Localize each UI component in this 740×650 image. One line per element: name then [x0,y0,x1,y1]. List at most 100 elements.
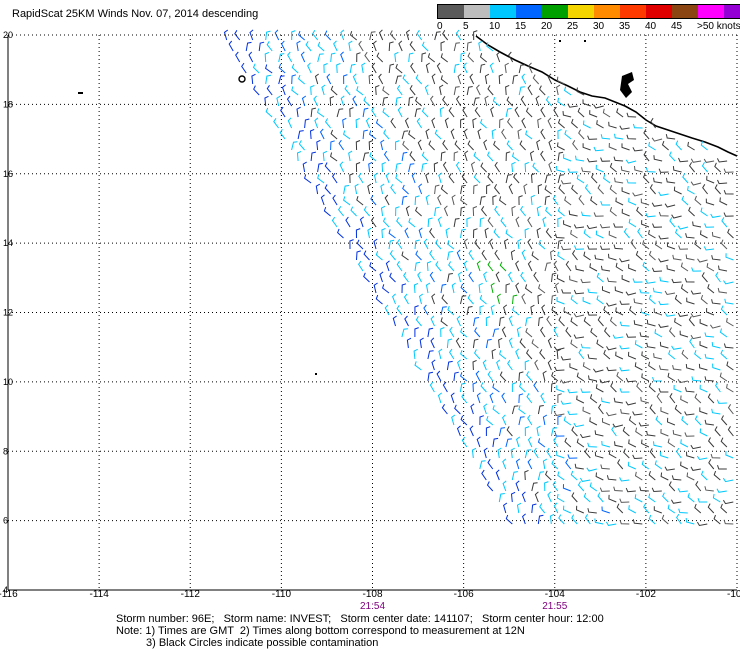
wind-barb [314,117,319,129]
wind-barb [552,480,559,492]
wind-barb [646,319,656,327]
wind-barb [689,337,695,349]
wind-barb [608,121,617,129]
wind-barb [640,308,650,316]
wind-barb [265,74,271,85]
wind-barb [527,84,533,96]
wind-barb [667,504,676,514]
wind-barb [496,51,501,63]
wind-barb [679,330,689,338]
wind-barb [594,451,604,459]
wind-barb [414,327,419,337]
wind-barb [454,140,461,151]
wind-barb [614,133,624,140]
time-labels: 21:54 21:55 [360,601,568,612]
wind-barb [524,426,530,437]
wind-barb [553,436,559,448]
wind-barb [563,307,572,316]
lat-tick-label: 4 [3,585,8,595]
wind-barb [628,264,637,272]
wind-barb [619,345,630,350]
wind-barb [608,253,617,261]
wind-barb [309,128,315,140]
wind-barb [511,205,516,217]
wind-barb [556,385,565,393]
wind-barb [500,217,507,228]
wind-barb [486,42,494,52]
wind-barb [361,62,366,74]
wind-barb [371,106,377,118]
wind-barb [414,305,419,316]
wind-barb [651,137,663,142]
wind-barb [382,107,390,118]
wind-barb [448,173,455,184]
wind-barb [537,514,544,525]
wind-barb [723,280,734,285]
wind-barb [600,134,611,140]
wind-barb [632,278,643,283]
wind-barb [265,64,273,74]
wind-barb [720,437,728,448]
wind-barb [376,52,384,63]
wind-barb [511,405,519,415]
wind-barb [716,488,727,493]
wind-barb [715,271,721,283]
wind-barb [415,74,423,85]
wind-barb [632,519,643,525]
wind-barb [499,196,507,206]
wind-barb [453,63,460,74]
wind-barb [501,128,507,140]
wind-barb [438,348,443,360]
lon-tick-label: -110 [272,589,292,600]
wind-barb [367,183,372,195]
wind-barb [343,74,348,85]
wind-barb [319,128,325,140]
wind-barb [357,260,364,272]
wind-barb [336,62,341,74]
wind-barb [385,260,390,272]
wind-barb [599,379,611,384]
wind-barb [714,426,721,437]
wind-barb [684,411,695,416]
wind-barb [609,207,617,217]
wind-barb [539,503,546,514]
wind-barb [589,263,598,272]
wind-barb [523,183,528,195]
wind-barb [483,447,488,459]
wind-barb [324,184,331,195]
wind-barb [651,487,662,493]
wind-barb [437,194,442,206]
wind-barb [532,74,540,85]
wind-barb [443,205,449,217]
legend-label: 40 [645,21,657,32]
wind-barb [342,117,347,129]
wind-barb [558,514,565,525]
wind-barb [557,129,562,140]
wind-barb [646,430,656,437]
wind-barb [496,293,501,305]
wind-barb [579,433,591,439]
wind-barb [575,505,585,514]
wind-barb [544,262,551,272]
legend-swatch [516,5,542,18]
wind-barb [525,107,533,118]
wind-barb [362,129,368,140]
wind-barb [534,359,539,371]
wind-barb [511,471,518,481]
wind-barb [583,251,591,261]
wind-barb [314,73,319,85]
wind-barb [539,326,546,338]
wind-barb [628,197,637,206]
wind-barb [551,459,559,470]
wind-barb [569,275,578,283]
wind-barb [700,294,708,305]
wind-barb [595,384,604,393]
legend-swatch [594,5,620,18]
wind-barb [594,254,604,261]
wind-barb [527,260,533,272]
wind-barb [487,173,494,184]
wind-barb [312,30,319,41]
coastline-mexico [475,35,738,157]
wind-barb [611,425,617,437]
wind-barb [556,84,561,96]
